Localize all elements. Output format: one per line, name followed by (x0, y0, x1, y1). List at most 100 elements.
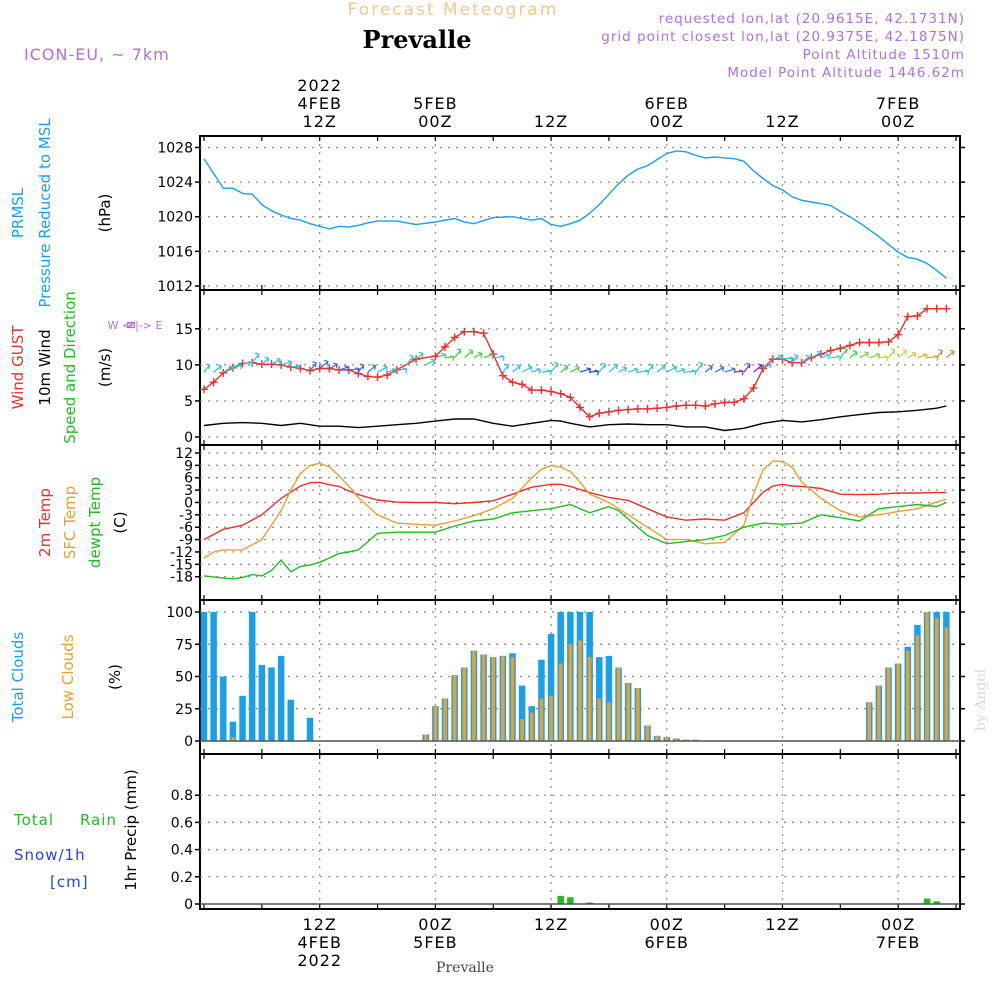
wind-arrow (618, 367, 627, 373)
gust-marker (363, 372, 372, 381)
pressure-axis-label: Pressure Reduced to MSL (36, 118, 54, 308)
wind-arrow-head (312, 361, 317, 367)
y-tick-label: 75 (175, 637, 193, 653)
y-tick-label: 5 (184, 394, 193, 410)
series-line-wind-gust (203, 308, 947, 418)
series-line-dewpt-temp (203, 501, 947, 580)
wind-arrow-head (922, 353, 928, 359)
time-label: 00Z (881, 915, 915, 934)
gust-marker (219, 368, 228, 377)
wind-arrow-head (911, 351, 917, 358)
total-rain-bar (933, 901, 940, 904)
wind-arrow-head (500, 355, 505, 361)
y-tick-label: -3 (179, 508, 193, 524)
gust-marker (585, 412, 594, 421)
gust-marker (508, 378, 517, 387)
time-label: 12Z (303, 112, 337, 131)
wind-arrow-head (805, 354, 810, 361)
y-tick-label: 25 (175, 702, 193, 718)
low-clouds-bar (934, 618, 939, 741)
y-tick-label: 0 (184, 734, 193, 750)
time-label: 6FEB (645, 94, 689, 113)
wind-arrow (888, 349, 896, 359)
wind-arrow-head (477, 351, 483, 358)
wind-arrow (743, 363, 751, 373)
wind-arrow (579, 368, 591, 373)
y-tick-label: 0 (184, 897, 193, 913)
wind-arrow-head (430, 358, 436, 365)
wind-arrow (261, 357, 270, 365)
y-tick-label: 1012 (157, 279, 193, 295)
y-tick-label: -18 (170, 570, 193, 586)
wind-arrow (512, 365, 521, 373)
low-clouds-bar (877, 685, 881, 741)
wind-arrow-head (574, 365, 580, 372)
wind-arrow (232, 364, 242, 369)
wind-arrow (791, 355, 799, 364)
time-label: 00Z (650, 112, 684, 131)
gust-marker (257, 360, 266, 369)
wind-arrow (213, 365, 222, 373)
gust-marker (566, 393, 575, 402)
gust-marker (942, 304, 951, 313)
gust-marker (903, 312, 912, 321)
wind-arrow-head (719, 365, 725, 372)
total-clouds-bar (200, 612, 208, 741)
total-clouds-bar (229, 721, 237, 741)
series-line-pressure (203, 150, 947, 279)
pressure-frame (199, 135, 961, 291)
gust-marker (325, 364, 334, 373)
forecast-meteogram-title: Forecast Meteogram (348, 0, 559, 20)
wind-arrow (560, 365, 568, 373)
gust-marker (498, 371, 507, 380)
total-clouds-bar (220, 676, 227, 741)
wind-arrow-head (708, 364, 713, 371)
wind-arrow (531, 368, 541, 373)
gust-marker (547, 387, 556, 396)
y-tick-label: 0.4 (171, 843, 193, 859)
time-label: 12Z (765, 112, 799, 131)
wind-arrow (936, 350, 943, 359)
total-clouds-bar (287, 699, 295, 741)
gust-marker (441, 342, 450, 351)
precip-axis-label: 1hr Precip (mm) (122, 769, 140, 890)
wind-arrow (704, 365, 713, 373)
gust-marker (296, 364, 305, 373)
y-tick-label: 0.6 (171, 815, 193, 831)
footer-station: Prevalle (436, 960, 494, 976)
wind-axis-label: Wind GUST (9, 325, 27, 410)
wind-arrow (377, 366, 388, 373)
temperature-axis-label: (C) (111, 511, 129, 533)
gust-marker (836, 344, 845, 353)
y-tick-label: 0.2 (171, 870, 193, 886)
wind-arrow-head (778, 354, 783, 361)
y-tick-label: 1020 (157, 210, 193, 226)
wind-arrow (329, 363, 338, 370)
wind-arrow (550, 363, 559, 373)
temperature-axis-label: dewpt Temp (86, 477, 104, 568)
low-clouds-bar (443, 698, 447, 741)
gust-marker (923, 304, 932, 313)
wind-axis-label: (m/s) (96, 348, 114, 387)
y-tick-label: 3 (184, 483, 193, 499)
wind-arrow-head (228, 365, 234, 371)
low-clouds-bar (423, 734, 428, 741)
low-clouds-bar (636, 688, 640, 741)
low-clouds-bar (520, 719, 524, 741)
pressure-axis-label: (hPa) (96, 194, 114, 233)
clouds-axis-label: (%) (106, 664, 124, 690)
model-label: ICON-EU, ~ 7km (24, 45, 170, 64)
time-label: 12Z (765, 915, 799, 934)
low-clouds-bar (616, 667, 621, 741)
total-clouds-bar (210, 612, 217, 741)
gust-marker (277, 360, 286, 369)
wind-arrow-head (371, 364, 377, 370)
wind-axis-label: 10m Wind (36, 329, 54, 405)
precip-rain-label: Rain (80, 811, 117, 829)
precip-unit-label: [cm] (50, 873, 89, 891)
gust-marker (460, 327, 469, 336)
gust-marker (556, 389, 565, 398)
low-clouds-bar (481, 654, 486, 741)
